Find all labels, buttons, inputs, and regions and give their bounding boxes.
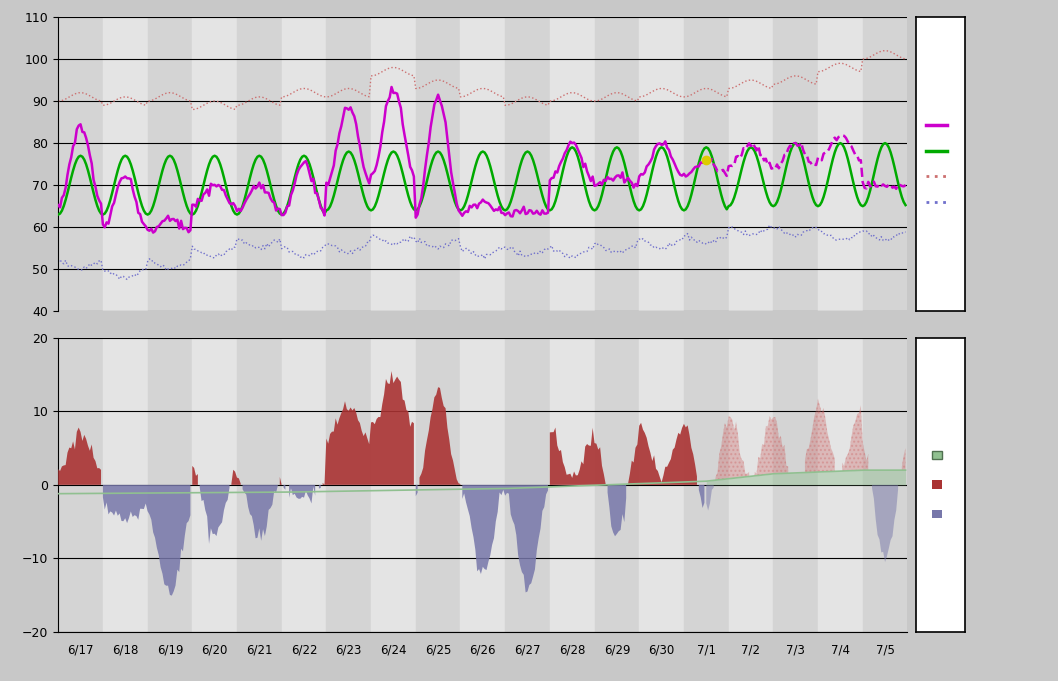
- Bar: [371, 17, 416, 311]
- Text: 6/21: 6/21: [247, 643, 273, 656]
- Bar: [550, 338, 595, 632]
- Bar: [505, 338, 550, 632]
- Bar: [103, 338, 147, 632]
- Bar: [729, 338, 773, 632]
- Bar: [193, 17, 237, 311]
- Bar: [58, 338, 103, 632]
- Bar: [773, 338, 818, 632]
- Text: 6/17: 6/17: [68, 643, 94, 656]
- Bar: [505, 17, 550, 311]
- Bar: [862, 338, 908, 632]
- Bar: [729, 17, 773, 311]
- Bar: [193, 338, 237, 632]
- Bar: [281, 17, 326, 311]
- Bar: [683, 338, 729, 632]
- Text: 7/4: 7/4: [831, 643, 850, 656]
- Legend: , , , : , , ,: [918, 113, 963, 215]
- Text: 6/26: 6/26: [470, 643, 496, 656]
- Bar: [773, 17, 818, 311]
- Bar: [58, 17, 103, 311]
- Bar: [416, 17, 460, 311]
- Text: 7/2: 7/2: [742, 643, 761, 656]
- Bar: [818, 17, 862, 311]
- Bar: [237, 17, 281, 311]
- Bar: [550, 17, 595, 311]
- Text: 6/22: 6/22: [291, 643, 317, 656]
- Bar: [326, 17, 371, 311]
- Bar: [818, 338, 862, 632]
- Bar: [371, 338, 416, 632]
- Text: 6/20: 6/20: [201, 643, 227, 656]
- Text: 6/25: 6/25: [425, 643, 452, 656]
- Text: 6/24: 6/24: [380, 643, 406, 656]
- Bar: [595, 338, 639, 632]
- Text: 6/27: 6/27: [514, 643, 541, 656]
- Bar: [237, 338, 281, 632]
- Text: 7/5: 7/5: [876, 643, 894, 656]
- Bar: [862, 17, 908, 311]
- Text: 6/29: 6/29: [604, 643, 631, 656]
- Bar: [416, 338, 460, 632]
- Bar: [460, 17, 505, 311]
- Text: 6/28: 6/28: [559, 643, 585, 656]
- Bar: [639, 338, 683, 632]
- Bar: [147, 338, 193, 632]
- Bar: [103, 17, 147, 311]
- Bar: [460, 338, 505, 632]
- Text: 6/23: 6/23: [335, 643, 362, 656]
- Legend: , , : , ,: [926, 445, 955, 525]
- Text: 7/3: 7/3: [786, 643, 805, 656]
- Text: 6/19: 6/19: [157, 643, 183, 656]
- Bar: [683, 17, 729, 311]
- Text: 7/1: 7/1: [697, 643, 716, 656]
- Bar: [281, 338, 326, 632]
- Text: 6/18: 6/18: [112, 643, 139, 656]
- Bar: [326, 338, 371, 632]
- Bar: [595, 17, 639, 311]
- Text: 6/30: 6/30: [649, 643, 675, 656]
- Bar: [147, 17, 193, 311]
- Bar: [639, 17, 683, 311]
